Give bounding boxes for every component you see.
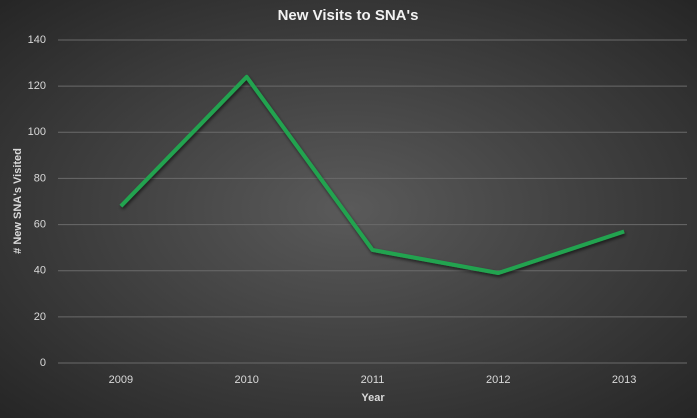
y-tick-label: 20: [34, 311, 46, 323]
y-tick-label: 0: [40, 357, 46, 369]
x-tick-label: 2012: [486, 374, 510, 386]
y-tick-label: 40: [34, 265, 46, 277]
data-line: [119, 74, 625, 276]
chart-title: New Visits to SNA's: [278, 7, 419, 24]
y-tick-label: 140: [28, 34, 46, 46]
x-axis-title: Year: [361, 392, 385, 404]
x-tick-label: 2009: [109, 374, 133, 386]
x-tick-label: 2013: [612, 374, 636, 386]
y-tick-label: 100: [28, 126, 46, 138]
y-tick-label: 120: [28, 80, 46, 92]
x-tick-label: 2011: [361, 374, 385, 386]
y-axis-title: # New SNA's Visited: [12, 148, 24, 254]
y-tick-label: 80: [34, 172, 46, 184]
y-tick-label: 60: [34, 218, 46, 230]
x-tick-label: 2010: [234, 374, 258, 386]
